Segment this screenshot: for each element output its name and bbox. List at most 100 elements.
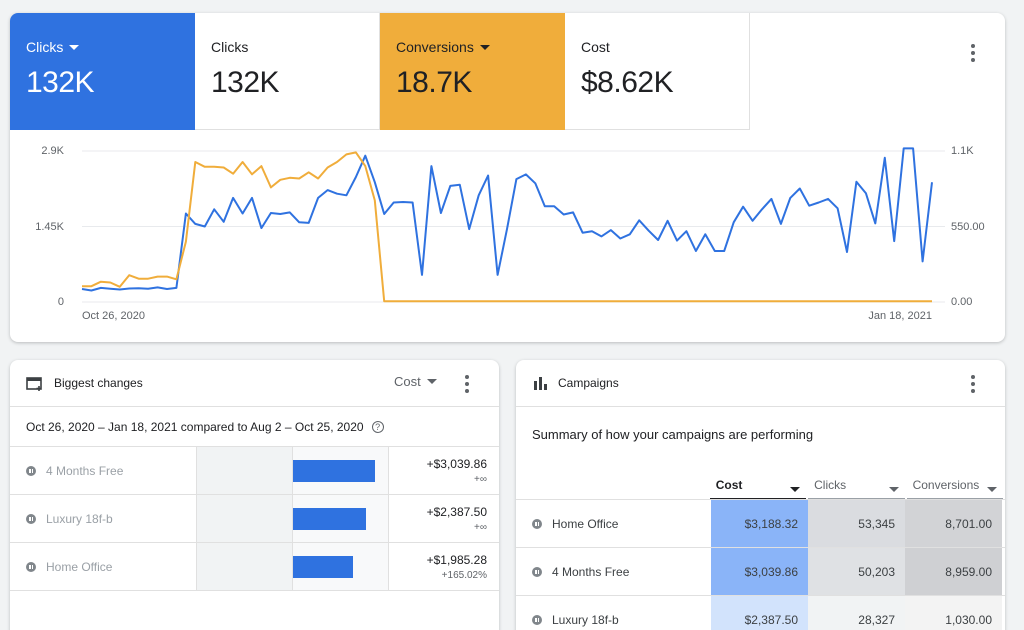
change-bar xyxy=(293,556,354,578)
chart-grid xyxy=(82,150,945,303)
help-icon[interactable]: ? xyxy=(371,420,384,433)
change-amount: +$1,985.28 xyxy=(426,552,487,567)
y-right-tick: 550.00 xyxy=(951,221,985,233)
y-left-tick: 0 xyxy=(58,296,64,308)
performance-card: Clicks 132K Clicks 132K Conversions 18.7… xyxy=(10,13,1005,342)
y-right-tick: 0.00 xyxy=(951,296,972,308)
paused-status-icon xyxy=(26,465,36,476)
x-tick-start: Oct 26, 2020 xyxy=(82,310,145,322)
calendar-plus-icon xyxy=(26,377,42,391)
more-options-icon[interactable] xyxy=(455,372,479,396)
change-amount: +$2,387.50 xyxy=(426,504,487,519)
x-tick-end: Jan 18, 2021 xyxy=(868,310,932,322)
campaign-name-cell: 4 Months Free xyxy=(10,447,197,494)
metric-tiles: Clicks 132K Clicks 132K Conversions 18.7… xyxy=(10,13,1005,130)
change-values: +$2,387.50 +∞ xyxy=(389,495,499,542)
column-header-cost[interactable]: Cost xyxy=(709,469,807,499)
sort-arrow-icon xyxy=(790,487,801,492)
change-values: +$1,985.28 +165.02% xyxy=(389,543,499,590)
paused-status-icon xyxy=(26,561,36,572)
change-percent: +∞ xyxy=(474,473,487,485)
campaign-name[interactable]: Luxury 18f-b xyxy=(552,612,619,627)
biggest-changes-header: Biggest changes Cost xyxy=(10,360,499,407)
y-right-tick: 1.1K xyxy=(951,145,974,157)
sort-arrow-icon xyxy=(987,487,998,492)
sort-arrow-icon xyxy=(888,487,899,492)
paused-status-icon xyxy=(532,566,542,577)
metric-tile-clicks[interactable]: Clicks 132K xyxy=(195,13,380,130)
performance-chart: 2.9K 1.45K 0 1.1K 550.00 0.00 Oct 26, 20… xyxy=(35,145,985,322)
metric-tile-clicks-selected[interactable]: Clicks 132K xyxy=(10,13,195,130)
date-range-comparison: Oct 26, 2020 – Jan 18, 2021 compared to … xyxy=(10,407,499,447)
positive-bar-area xyxy=(293,447,389,494)
chevron-down-icon xyxy=(426,379,437,384)
metric-value: 132K xyxy=(211,66,280,99)
more-options-icon[interactable] xyxy=(961,372,985,396)
dropdown-arrow-icon[interactable] xyxy=(479,44,490,50)
date-range-text: Oct 26, 2020 – Jan 18, 2021 compared to … xyxy=(26,419,364,434)
sort-metric-label: Cost xyxy=(394,374,421,389)
clicks-cell: 50,203 xyxy=(808,548,905,595)
campaigns-summary: Summary of how your campaigns are perfor… xyxy=(532,427,814,442)
campaign-name[interactable]: 4 Months Free xyxy=(552,564,630,579)
conversions-cell: 1,030.00 xyxy=(905,596,1002,630)
conversions-cell: 8,959.00 xyxy=(905,548,1002,595)
cost-cell: $3,188.32 xyxy=(711,500,808,547)
table-row[interactable]: 4 Months Free +$3,039.86 +∞ xyxy=(10,447,499,495)
positive-bar-area xyxy=(293,495,389,542)
change-amount: +$3,039.86 xyxy=(426,456,487,471)
campaign-name: 4 Months Free xyxy=(46,463,124,478)
campaign-name-cell: Luxury 18f-b xyxy=(10,495,197,542)
card-title: Campaigns xyxy=(558,376,619,390)
column-label: Clicks xyxy=(814,478,847,492)
paused-status-icon xyxy=(532,614,542,625)
table-row[interactable]: 4 Months Free $3,039.86 50,203 8,959.00 xyxy=(516,548,1005,596)
table-row[interactable]: Luxury 18f-b +$2,387.50 +∞ xyxy=(10,495,499,543)
campaign-name-cell: 4 Months Free xyxy=(516,548,711,595)
column-label: Conversions xyxy=(912,478,980,492)
column-header-clicks[interactable]: Clicks xyxy=(808,469,905,499)
metric-value: 18.7K xyxy=(396,66,472,99)
column-label: Cost xyxy=(715,478,743,492)
series-line-right-axis xyxy=(82,151,932,303)
campaigns-header: Campaigns xyxy=(516,360,1005,407)
metric-label: Clicks xyxy=(26,39,64,55)
clicks-cell: 53,345 xyxy=(808,500,905,547)
column-header-conversions[interactable]: Conversions xyxy=(906,469,1004,499)
negative-bar-area xyxy=(197,543,293,590)
campaigns-table-header: Cost Clicks Conversions xyxy=(516,469,1005,500)
metric-value: $8.62K xyxy=(581,66,674,99)
campaigns-card: Campaigns Summary of how your campaigns … xyxy=(516,360,1005,630)
campaign-name: Home Office xyxy=(46,559,113,574)
clicks-cell: 28,327 xyxy=(808,596,905,630)
y-left-tick: 1.45K xyxy=(35,221,64,233)
sort-metric-dropdown[interactable]: Cost xyxy=(394,374,437,389)
table-row[interactable]: Luxury 18f-b $2,387.50 28,327 1,030.00 xyxy=(516,596,1005,630)
series-line-left-axis xyxy=(81,147,933,292)
metric-tile-conversions-selected[interactable]: Conversions 18.7K xyxy=(380,13,565,130)
table-row[interactable]: Home Office +$1,985.28 +165.02% xyxy=(10,543,499,591)
conversions-cell: 8,701.00 xyxy=(905,500,1002,547)
cost-cell: $2,387.50 xyxy=(711,596,808,630)
campaign-name-cell: Luxury 18f-b xyxy=(516,596,711,630)
change-percent: +165.02% xyxy=(441,569,487,581)
cost-cell: $3,039.86 xyxy=(711,548,808,595)
campaign-name[interactable]: Home Office xyxy=(552,516,619,531)
change-bar xyxy=(293,460,375,482)
metric-label: Cost xyxy=(581,39,610,55)
negative-bar-area xyxy=(197,495,293,542)
campaign-name-cell: Home Office xyxy=(10,543,197,590)
metric-label: Conversions xyxy=(396,39,474,55)
positive-bar-area xyxy=(293,543,389,590)
table-row[interactable]: Home Office $3,188.32 53,345 8,701.00 xyxy=(516,500,1005,548)
more-options-icon[interactable] xyxy=(961,41,985,65)
metric-tile-cost[interactable]: Cost $8.62K xyxy=(565,13,750,130)
paused-status-icon xyxy=(532,518,542,529)
change-bar xyxy=(293,508,366,530)
campaign-name: Luxury 18f-b xyxy=(46,511,113,526)
change-percent: +∞ xyxy=(474,521,487,533)
paused-status-icon xyxy=(26,513,36,524)
dropdown-arrow-icon[interactable] xyxy=(69,44,80,50)
bar-chart-icon xyxy=(534,377,547,390)
metric-label: Clicks xyxy=(211,39,249,55)
